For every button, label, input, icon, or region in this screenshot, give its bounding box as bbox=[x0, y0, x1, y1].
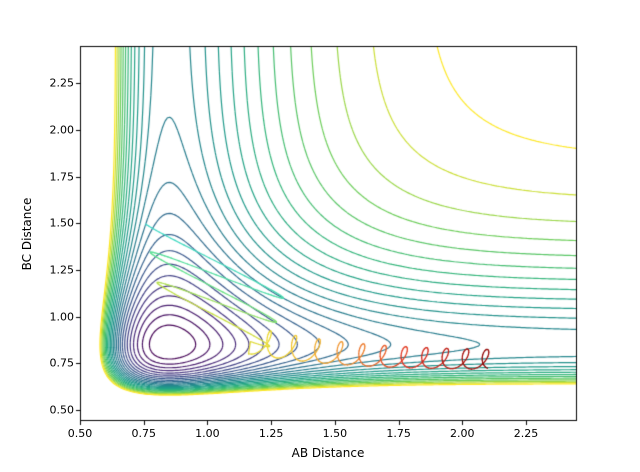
x-tick-label: 2.00 bbox=[450, 427, 475, 440]
y-tick-label: 1.00 bbox=[49, 310, 75, 324]
x-tick-label: 1.50 bbox=[322, 427, 348, 440]
y-tick-label: 1.25 bbox=[49, 263, 75, 277]
y-tick-label: 2.00 bbox=[49, 123, 75, 137]
x-tick-label: 1.75 bbox=[386, 427, 411, 440]
x-tick-label: 1.25 bbox=[258, 427, 284, 440]
x-axis-label: AB Distance bbox=[291, 446, 365, 460]
y-tick-label: 0.75 bbox=[49, 356, 75, 370]
y-tick-label: 1.50 bbox=[49, 216, 75, 230]
x-tick-label: 1.00 bbox=[195, 427, 220, 440]
x-tick-label: 0.75 bbox=[131, 427, 156, 440]
y-axis-label: BC Distance bbox=[20, 197, 34, 271]
y-tick-label: 0.50 bbox=[49, 403, 75, 417]
x-tick-label: 2.25 bbox=[513, 427, 539, 440]
x-tick-label: 0.50 bbox=[67, 427, 93, 440]
y-tick-label: 1.75 bbox=[49, 170, 75, 184]
y-tick-label: 2.25 bbox=[49, 76, 75, 90]
